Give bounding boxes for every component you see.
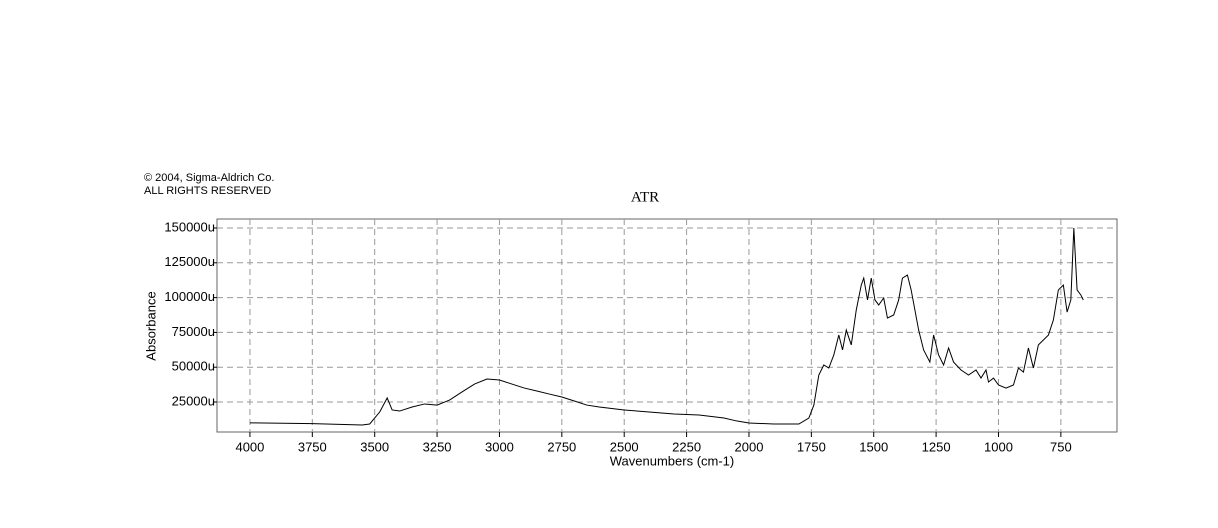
x-tick-label: 3250 — [423, 439, 452, 454]
x-tick-label: 750 — [1050, 439, 1072, 454]
x-tick-label: 3750 — [298, 439, 327, 454]
chart-title: ATR — [631, 189, 659, 205]
x-tick-label: 3500 — [360, 439, 389, 454]
y-tick-label: 25000u — [172, 393, 215, 408]
copyright: © 2004, Sigma-Aldrich Co. — [144, 172, 274, 184]
y-tick-label: 125000u — [164, 254, 215, 269]
y-axis-label: Absorbance — [143, 291, 158, 360]
x-tick-label: 4000 — [235, 439, 264, 454]
x-axis-label: Wavenumbers (cm-1) — [610, 453, 734, 468]
x-tick-label: 1000 — [984, 439, 1013, 454]
x-tick-label: 2250 — [672, 439, 701, 454]
y-tick-label: 75000u — [172, 324, 215, 339]
x-tick-label: 1750 — [797, 439, 826, 454]
y-tick-label: 50000u — [172, 359, 215, 374]
x-tick-label: 2750 — [547, 439, 576, 454]
x-tick-label: 1500 — [859, 439, 888, 454]
y-tick-label: 150000u — [164, 219, 215, 234]
x-tick-label: 2000 — [735, 439, 764, 454]
y-tick-label: 100000u — [164, 289, 215, 304]
rights: ALL RIGHTS RESERVED — [144, 185, 271, 197]
spectrum-line — [249, 227, 1084, 426]
x-tick-label: 2500 — [610, 439, 639, 454]
x-tick-label: 3000 — [485, 439, 514, 454]
plot-frame — [216, 218, 1118, 433]
x-tick-label: 1250 — [922, 439, 951, 454]
